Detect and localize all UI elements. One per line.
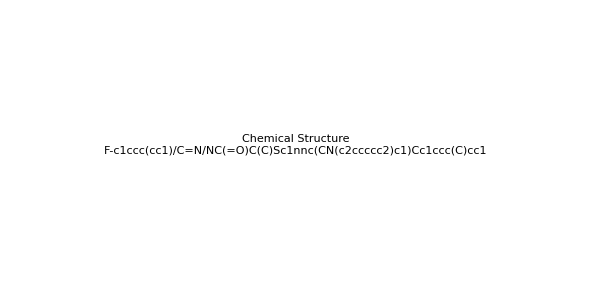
Text: Chemical Structure
F-c1ccc(cc1)/C=N/NC(=O)C(C)Sc1nnc(CN(c2ccccc2)c1)Cc1ccc(C)cc1: Chemical Structure F-c1ccc(cc1)/C=N/NC(=… (104, 134, 487, 155)
